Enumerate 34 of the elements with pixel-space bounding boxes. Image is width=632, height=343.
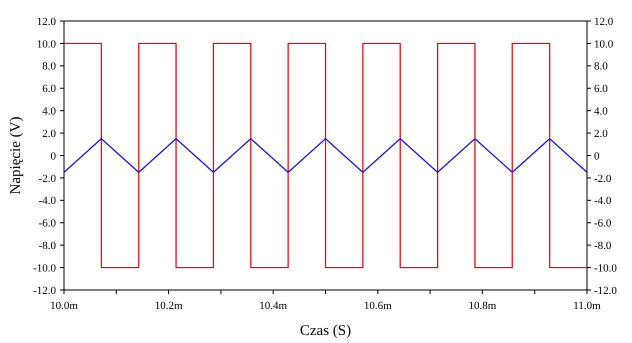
y-tick-label: 0: [50, 150, 56, 162]
y2-tick-label: 2.0: [594, 128, 608, 140]
y-tick-label: 4.0: [42, 106, 56, 118]
y-tick-label: -6.0: [38, 218, 56, 230]
y2-tick-label: -2.0: [594, 172, 612, 185]
y-axis-title: Napięcie (V): [8, 116, 24, 194]
y-tick-label: 10.0: [36, 38, 56, 50]
y2-tick-label: -8.0: [594, 240, 612, 252]
x-tick-label: 10.6m: [364, 300, 392, 312]
x-tick-label: 10.4m: [259, 300, 288, 312]
x-tick-label: 10.0m: [50, 300, 78, 312]
y2-tick-label: 6.0: [594, 83, 608, 96]
y2-tick-label: 12.0: [594, 16, 614, 28]
y-tick-label: 6.0: [42, 83, 56, 96]
x-tick-label: 10.8m: [468, 300, 497, 312]
y2-tick-label: 8.0: [594, 60, 608, 73]
x-axis-title: Czas (S): [300, 323, 352, 339]
y2-tick-label: 4.0: [594, 106, 608, 118]
y-tick-label: 2.0: [42, 128, 56, 140]
y2-tick-label: 10.0: [594, 38, 614, 50]
y-tick-label: -2.0: [38, 172, 56, 185]
y-tick-label: -4.0: [38, 195, 56, 208]
y2-tick-label: -6.0: [594, 218, 612, 230]
y-tick-label: -12.0: [33, 284, 56, 297]
x-tick-label: 10.2m: [154, 300, 183, 312]
y-tick-label: 12.0: [36, 16, 56, 28]
y-tick-label: 8.0: [42, 60, 56, 73]
y2-tick-label: -4.0: [594, 195, 612, 208]
y2-tick-label: 0: [594, 150, 600, 162]
x-tick-label: 11.0m: [573, 300, 602, 312]
y2-tick-label: -10.0: [594, 262, 618, 274]
y-tick-label: -8.0: [38, 240, 56, 252]
y-tick-label: -10.0: [33, 262, 56, 274]
y2-tick-label: -12.0: [594, 284, 618, 297]
